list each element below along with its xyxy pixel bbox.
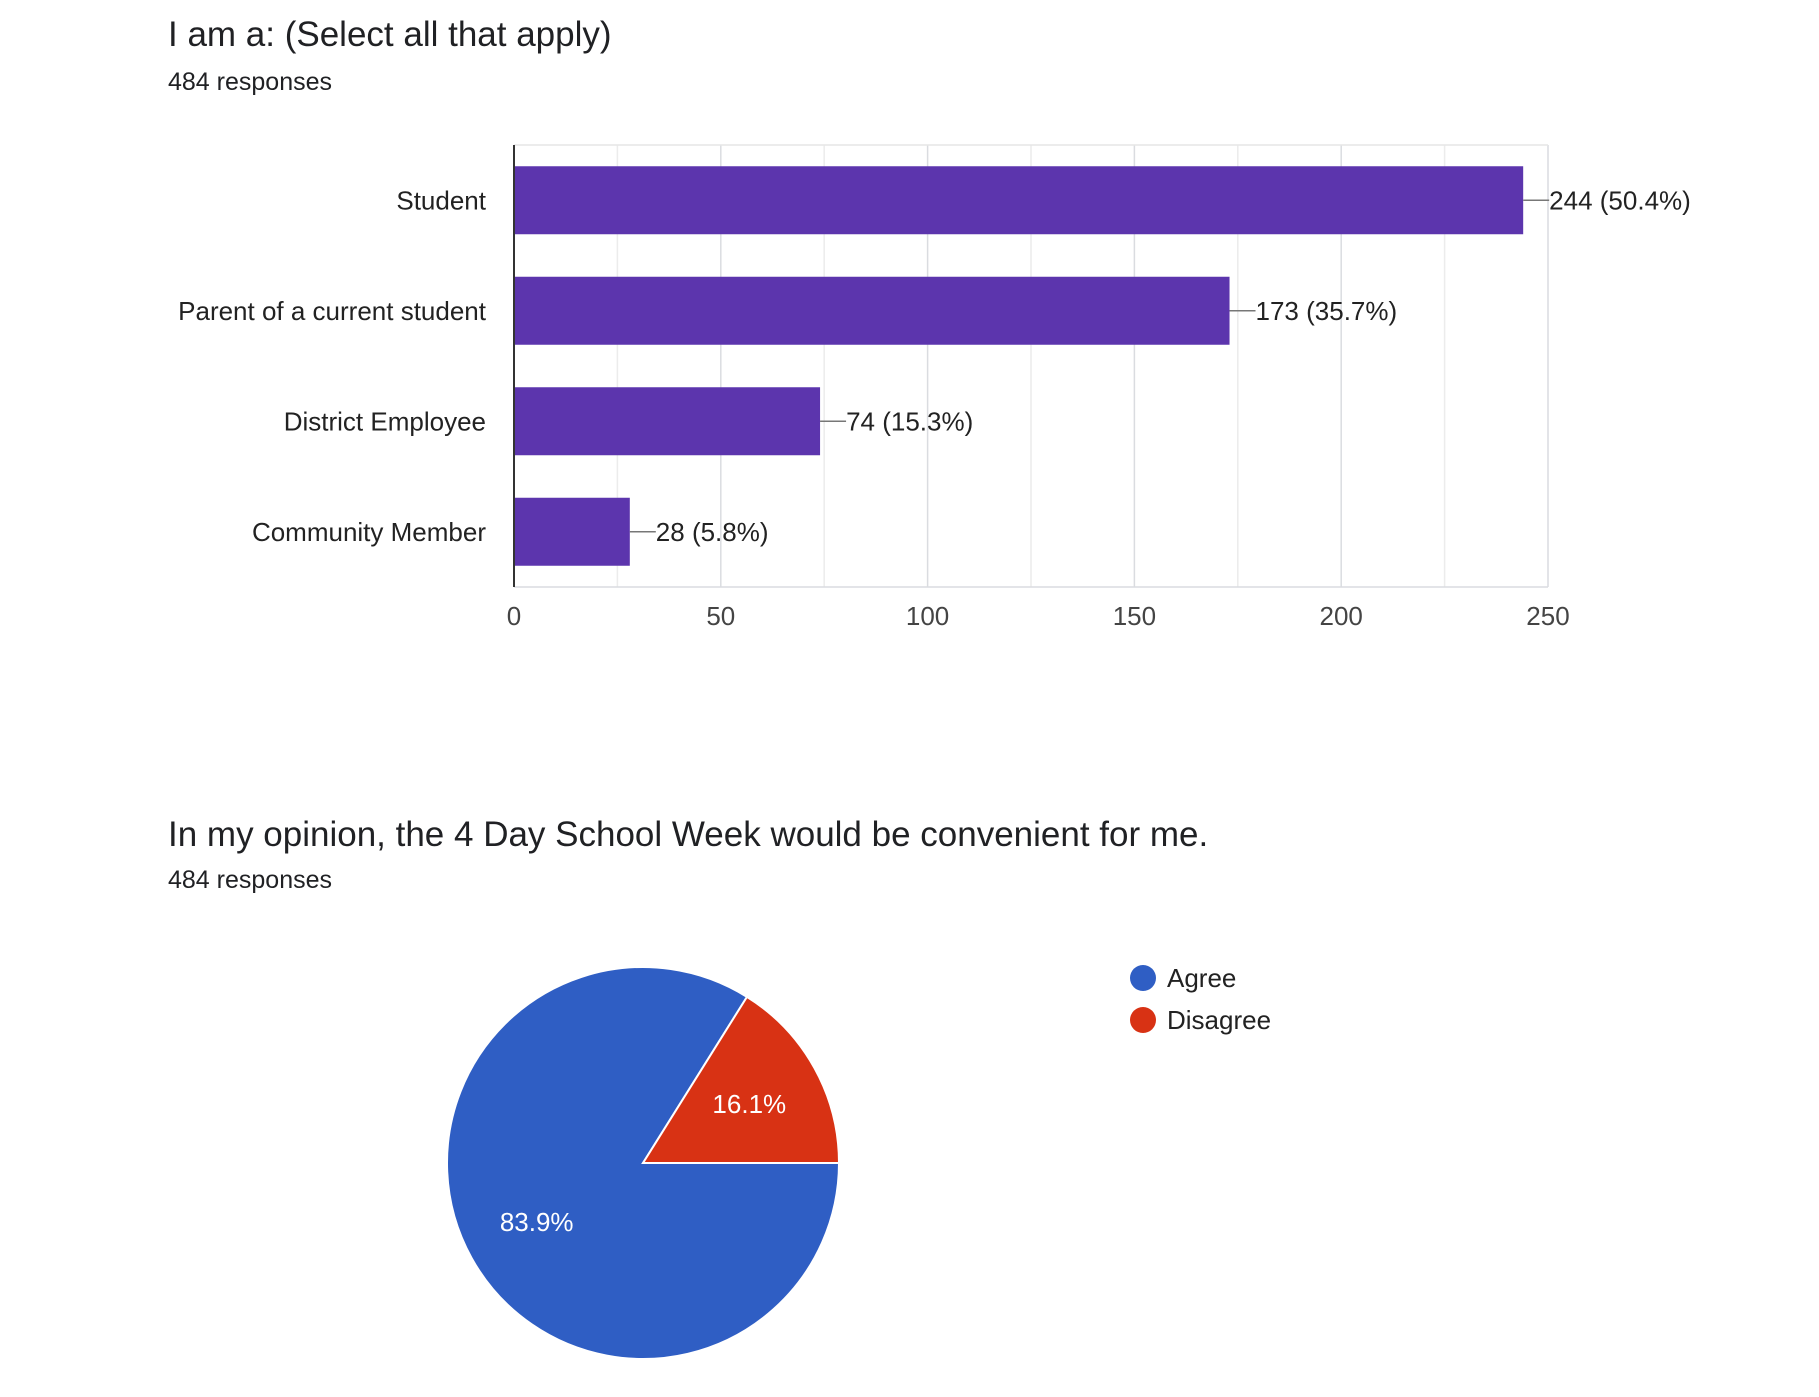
question-1-response-count: 484 responses (168, 68, 333, 96)
x-tick-label: 0 (507, 601, 521, 631)
pie-slice (641, 995, 841, 1164)
pie-slice-label: 83.9% (500, 1207, 574, 1237)
x-tick-label: 50 (706, 601, 735, 631)
data-label: 28 (5.8%) (656, 517, 769, 547)
bar-chart-data-labels: 244 (50.4%) 173 (35.7%) 74 (15.3%) 28 (5.8%… (629, 185, 1691, 547)
category-label: Parent of a current student (178, 296, 487, 326)
pie-slice-label: 16.1% (712, 1089, 786, 1119)
category-label: Student (396, 185, 486, 215)
pie-slice (446, 966, 841, 1360)
x-tick-label: 250 (1526, 601, 1569, 631)
x-tick-label: 150 (1113, 601, 1156, 631)
pie-chart-legend: Agree Disagree (1130, 963, 1271, 1035)
pie-chart-slices (446, 966, 841, 1360)
legend-label: Agree (1167, 963, 1236, 993)
data-label: 173 (35.7%) (1256, 296, 1398, 326)
bar (514, 166, 1524, 235)
question-2-title: In my opinion, the 4 Day School Week wou… (168, 815, 1209, 854)
legend-swatch (1130, 1007, 1156, 1033)
data-label: 244 (50.4%) (1549, 185, 1691, 215)
category-label: Community Member (252, 517, 486, 547)
bar-chart-category-labels: Student Parent of a current student Distri… (178, 185, 487, 547)
x-tick-label: 100 (906, 601, 949, 631)
question-2-response-count: 484 responses (168, 866, 333, 894)
legend-swatch (1130, 965, 1156, 991)
legend-label: Disagree (1167, 1005, 1271, 1035)
bar (514, 276, 1230, 345)
question-1-title: I am a: (Select all that apply) (168, 15, 612, 54)
bar-chart-x-ticks: 0 50 100 150 200 250 (507, 601, 1570, 631)
pie-chart-data-labels: 83.9% 16.1% (500, 1089, 786, 1237)
bar-chart-bars (513, 145, 1524, 587)
bar-chart: 0 50 100 150 200 250 Student Parent of a curre… (178, 144, 1691, 631)
bar (514, 497, 630, 566)
x-tick-label: 200 (1320, 601, 1363, 631)
bar (514, 387, 821, 456)
category-label: District Employee (284, 406, 486, 436)
data-label: 74 (15.3%) (846, 406, 973, 436)
